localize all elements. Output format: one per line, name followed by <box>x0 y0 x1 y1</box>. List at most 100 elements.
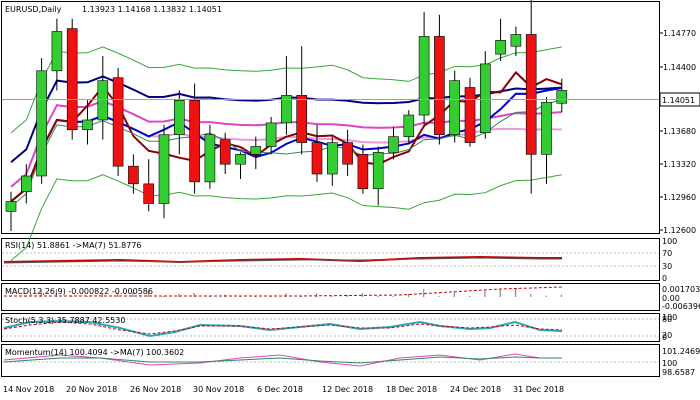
rsi-axis-tick: 30 <box>662 262 672 271</box>
date-tick: 18 Dec 2018 <box>386 385 437 394</box>
momentum-panel[interactable] <box>1 344 660 377</box>
macd-axis-tick: 0.00 <box>662 294 680 303</box>
macd-bar <box>514 289 517 297</box>
momentum-axis-tick: 100 <box>662 359 677 368</box>
macd-bar <box>361 293 364 297</box>
macd-bar <box>545 295 547 297</box>
rsi-axis-tick: 70 <box>662 249 672 258</box>
macd-bar <box>178 293 180 297</box>
bear-candle <box>464 87 476 143</box>
stoch-axis-tick: 20 <box>662 331 672 340</box>
momentum-axis-tick: 101.2469 <box>662 347 700 356</box>
bear-candle <box>342 142 353 165</box>
macd-axis-tick: 0.001703 <box>662 285 700 294</box>
bull-candle <box>372 152 384 190</box>
bull-candle <box>235 154 246 165</box>
price-tick: 1.12600 <box>663 226 696 235</box>
date-tick: 20 Nov 2018 <box>66 385 117 394</box>
momentum-label: Momentum(14) 100.4094 ->MA(7) 100.3602 <box>5 348 184 357</box>
bear-candle <box>112 77 124 167</box>
macd-bar <box>377 296 379 297</box>
stoch-label: Stoch(5,3,3) 35.7887 42.5530 <box>5 316 125 325</box>
bull-candle <box>479 63 491 134</box>
price-tick: 1.14400 <box>663 63 696 72</box>
macd-bar <box>530 293 532 297</box>
bull-candle <box>556 90 568 104</box>
bull-candle <box>51 31 63 72</box>
bull-candle <box>204 134 216 183</box>
date-tick: 26 Nov 2018 <box>130 385 181 394</box>
bull-candle <box>265 122 277 147</box>
lower-band-line <box>10 174 562 261</box>
macd-bar <box>285 293 287 297</box>
bear-candle <box>525 34 537 155</box>
date-tick: 6 Dec 2018 <box>257 385 303 394</box>
price-tick: 1.13680 <box>663 127 696 136</box>
date-axis: 14 Nov 2018 20 Nov 2018 26 Nov 2018 30 N… <box>3 385 564 394</box>
macd-signal-line <box>4 286 563 297</box>
stoch-axis-tick: 80 <box>662 315 672 324</box>
stoch-main-line <box>3 319 563 338</box>
macd-bar <box>147 290 149 297</box>
date-tick: 31 Dec 2018 <box>513 385 564 394</box>
bull-candle <box>36 70 47 177</box>
date-tick: 12 Dec 2018 <box>322 385 373 394</box>
macd-bar <box>40 289 42 297</box>
macd-bar <box>407 293 409 297</box>
stoch-axis-tick: 0 <box>662 333 667 342</box>
bull-candle <box>250 146 262 155</box>
macd-bar <box>117 292 119 297</box>
current-price-value: 1.14051 <box>662 96 695 105</box>
bull-candle <box>20 175 32 193</box>
bull-candle <box>541 101 552 155</box>
chart-ohlc: 1.13923 1.14168 1.13832 1.14051 <box>82 5 222 14</box>
macd-bar <box>453 292 455 297</box>
macd-bar <box>438 296 440 297</box>
chart-symbol-period: EURUSD,Daily <box>5 5 62 14</box>
price-tick: 1.12960 <box>663 193 696 202</box>
macd-bar <box>316 293 318 297</box>
macd-bar <box>300 296 302 297</box>
macd-bar <box>499 289 501 297</box>
bull-candle <box>388 136 399 153</box>
bear-candle <box>189 99 200 183</box>
price-axis: 1.14770 1.14400 1.13680 1.13320 1.12960 … <box>659 29 696 235</box>
bull-candle <box>281 95 292 124</box>
macd-bar <box>86 296 88 297</box>
candlestick-series <box>5 0 568 232</box>
bear-candle <box>434 36 445 136</box>
rsi-label: RSI(14) 51.8861 ->MA(7) 51.8776 <box>5 241 142 250</box>
macd-bar <box>484 290 486 297</box>
macd-bar <box>55 289 58 297</box>
macd-bar <box>101 293 103 297</box>
bear-candle <box>143 183 154 204</box>
stoch-panel[interactable] <box>1 313 660 342</box>
macd-bar <box>331 296 333 297</box>
current-price-tag <box>659 92 700 107</box>
rsi-axis-tick: 0 <box>662 274 667 283</box>
bull-candle <box>510 34 522 47</box>
date-tick: 30 Nov 2018 <box>193 385 244 394</box>
stoch-axis-tick: 100 <box>662 313 677 322</box>
rsi-line <box>3 255 562 264</box>
macd-bar <box>560 294 562 297</box>
macd-bar <box>346 294 348 297</box>
macd-bar <box>392 295 394 297</box>
bull-candle <box>5 201 17 212</box>
bear-candle <box>128 165 139 185</box>
bear-candle <box>311 142 323 175</box>
bull-candle <box>82 119 93 131</box>
bull-candle <box>158 134 170 204</box>
momentum-ma-line <box>3 356 562 364</box>
bear-candle <box>66 28 78 131</box>
macd-bar <box>132 291 134 297</box>
price-tick: 1.13320 <box>663 160 696 169</box>
stoch-signal-line <box>3 321 563 335</box>
bull-candle <box>449 80 461 136</box>
macd-panel[interactable] <box>1 283 660 311</box>
momentum-line <box>3 353 562 367</box>
date-tick: 24 Dec 2018 <box>450 385 501 394</box>
macd-bar <box>423 289 425 297</box>
macd-axis-tick: -0.006396 <box>662 302 700 311</box>
